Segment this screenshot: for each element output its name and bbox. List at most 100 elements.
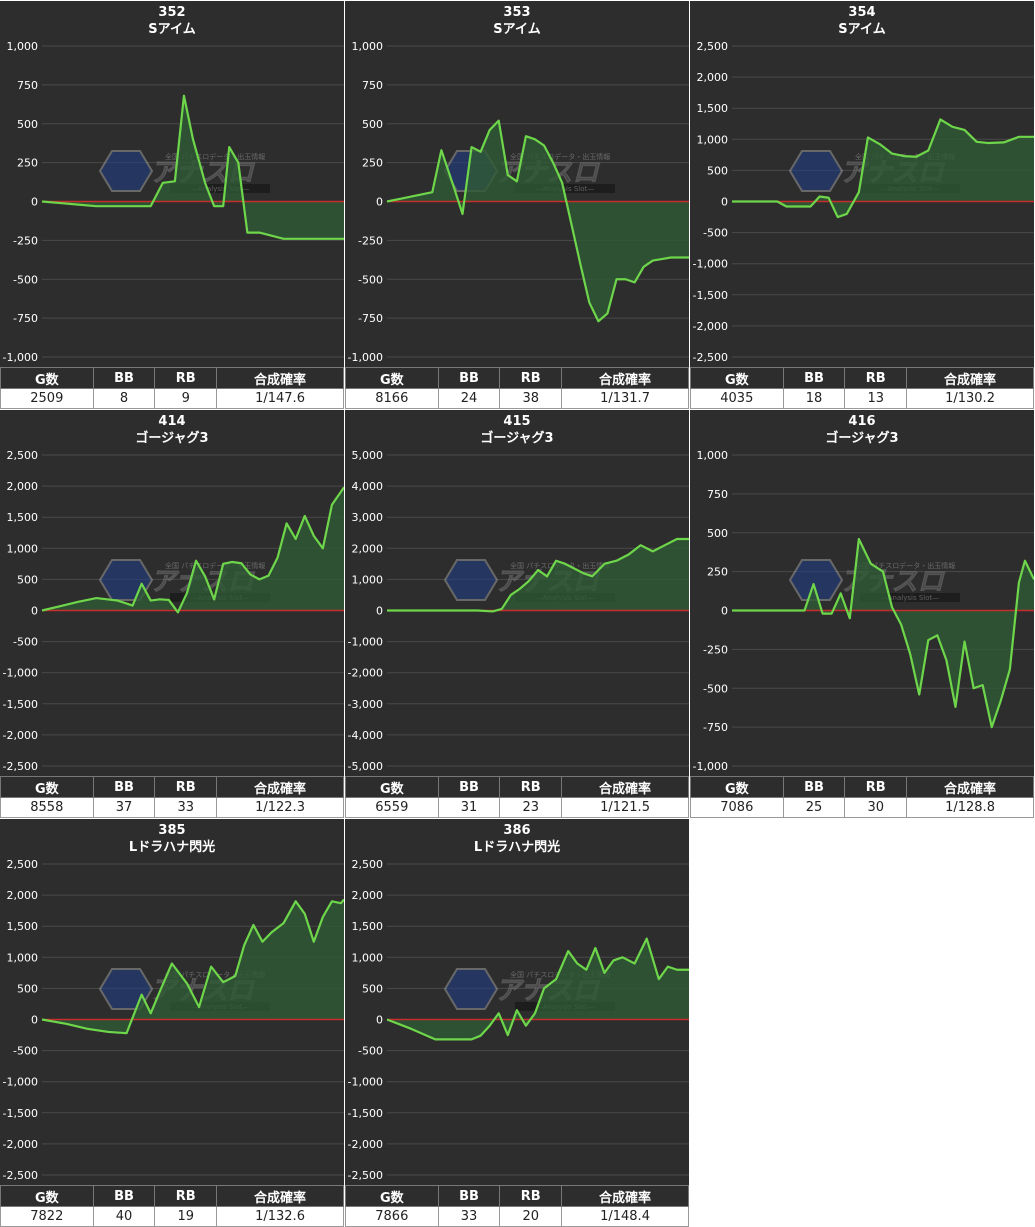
- y-tick-label: 0: [31, 605, 38, 618]
- chart-panel: 353 Sアイム 1,000 750 500 250 0 -250 -500 -750 -1,0…: [345, 1, 689, 367]
- machine-title: ゴージャグ3: [135, 431, 209, 446]
- y-tick-label: 1,000: [352, 573, 384, 586]
- y-tick-label: 4,000: [352, 480, 384, 493]
- stats-value-row: 6559 31 23 1/121.5: [345, 797, 689, 818]
- header-rb: RB: [844, 367, 908, 389]
- y-tick-label: -1,000: [3, 351, 38, 364]
- bb-value: 31: [437, 797, 501, 818]
- logo-hexagon: [788, 559, 844, 601]
- probability-value: 1/147.6: [216, 388, 344, 409]
- stats-value-row: 7866 33 20 1/148.4: [345, 1206, 689, 1227]
- y-tick-label: 750: [707, 488, 728, 501]
- stats-table: G数 BB RB 合成確率 7866 33 20 1/148.4: [345, 1185, 689, 1227]
- series-area: [387, 538, 689, 612]
- header-games: G数: [345, 776, 439, 798]
- stats-header-row: G数 BB RB 合成確率: [345, 367, 689, 389]
- probability-value: 1/132.6: [216, 1206, 344, 1227]
- y-tick-label: -250: [358, 234, 383, 247]
- stats-table: G数 BB RB 合成確率 8558 37 33 1/122.3: [0, 776, 344, 818]
- y-tick-label: 500: [362, 982, 383, 995]
- watermark-sub: —Analysis Slot—: [881, 594, 939, 602]
- y-tick-label: -500: [13, 273, 38, 286]
- machine-number: 354: [848, 5, 876, 20]
- machine-title: ゴージャグ3: [480, 431, 554, 446]
- header-rb: RB: [499, 367, 563, 389]
- header-games: G数: [690, 367, 784, 389]
- header-games: G数: [0, 776, 94, 798]
- bb-value: 18: [782, 388, 846, 409]
- y-tick-label: -750: [703, 721, 728, 734]
- probability-value: 1/121.5: [561, 797, 689, 818]
- header-bb: BB: [437, 367, 501, 389]
- y-tick-label: -2,000: [3, 729, 38, 742]
- games-value: 6559: [345, 797, 439, 818]
- series-line: [732, 537, 1034, 729]
- stats-value-row: 8558 37 33 1/122.3: [0, 797, 344, 818]
- stats-header-row: G数 BB RB 合成確率: [690, 776, 1034, 798]
- series-area: [387, 120, 689, 322]
- y-tick-label: 500: [17, 118, 38, 131]
- header-probability: 合成確率: [216, 1185, 344, 1207]
- line-chart: 1,0007505002500-250-500-750-1,000アナスロ全国 …: [693, 449, 1034, 773]
- header-rb: RB: [499, 776, 563, 798]
- machine-card: 415 ゴージャグ3 5,000 4,000 3,000 2,000 1,000 0 -1,…: [345, 410, 689, 818]
- y-tick-label: -2,000: [348, 1138, 383, 1151]
- y-tick-label: 2,000: [697, 71, 729, 84]
- games-value: 7822: [0, 1206, 94, 1227]
- watermark-tag: 全国 パチスロデータ・出玉情報: [510, 152, 610, 161]
- y-tick-label: 250: [362, 157, 383, 170]
- y-tick-label: -1,000: [348, 636, 383, 649]
- header-bb: BB: [92, 367, 156, 389]
- series-line: [41, 94, 344, 240]
- stats-header-row: G数 BB RB 合成確率: [345, 1185, 689, 1207]
- machine-number: 353: [503, 5, 531, 20]
- y-tick-label: 750: [17, 79, 38, 92]
- watermark-tag: 全国 パチスロデータ・出玉情報: [855, 561, 955, 570]
- games-value: 4035: [690, 388, 784, 409]
- logo-hexagon: [443, 559, 499, 601]
- y-tick-label: -750: [358, 312, 383, 325]
- chart-panel: 414 ゴージャグ3 2,500 2,000 1,500 1,000 500 0 -500 -…: [0, 410, 344, 776]
- machine-number: 416: [848, 414, 876, 429]
- y-tick-label: 3,000: [352, 511, 384, 524]
- y-tick-label: -2,500: [693, 351, 728, 364]
- chart-panel: 416 ゴージャグ3 1,000 750 500 250 0 -250 -500 -750 -1…: [690, 410, 1034, 776]
- chart-panel: 415 ゴージャグ3 5,000 4,000 3,000 2,000 1,000 0 -1,…: [345, 410, 689, 776]
- line-chart: 2,500 2,000 1,500 1,000 500 0 -500 -1,000 -1,500…: [3, 858, 344, 1182]
- bb-value: 25: [782, 797, 846, 818]
- games-value: 8558: [0, 797, 94, 818]
- y-tick-label: 0: [376, 196, 383, 209]
- y-tick-label: 1,500: [697, 102, 729, 115]
- logo-hexagon: [443, 968, 499, 1010]
- y-tick-label: -500: [358, 1045, 383, 1058]
- series-area: [387, 938, 689, 1040]
- y-tick-label: -500: [358, 273, 383, 286]
- y-tick-label: -2,000: [693, 320, 728, 333]
- y-tick-label: -1,000: [348, 1076, 383, 1089]
- y-tick-label: -1,000: [348, 351, 383, 364]
- header-probability: 合成確率: [216, 776, 344, 798]
- logo-hexagon: [788, 150, 844, 192]
- bb-value: 24: [437, 388, 501, 409]
- rb-value: 33: [154, 797, 218, 818]
- line-chart: 1,0007505002500-250-500-750-1,000アナスロ全国 …: [3, 40, 344, 364]
- machine-title: Sアイム: [838, 22, 886, 37]
- machine-card: 386 Lドラハナ閃光 2,500 2,000 1,500 1,000 500 0 -500…: [345, 819, 689, 1227]
- y-tick-label: -1,000: [693, 258, 728, 271]
- bb-value: 33: [437, 1206, 501, 1227]
- stats-value-row: 8166 24 38 1/131.7: [345, 388, 689, 409]
- games-value: 7866: [345, 1206, 439, 1227]
- y-tick-label: -500: [13, 1045, 38, 1058]
- watermark-band: [860, 593, 960, 602]
- y-tick-label: 0: [376, 1014, 383, 1027]
- y-tick-label: -1,000: [3, 1076, 38, 1089]
- y-tick-label: 500: [707, 527, 728, 540]
- y-tick-label: 5,000: [352, 449, 384, 462]
- y-tick-label: -3,000: [348, 698, 383, 711]
- header-games: G数: [0, 1185, 94, 1207]
- stats-value-row: 4035 18 13 1/130.2: [690, 388, 1034, 409]
- machine-card: 354 Sアイム 2,500 2,000 1,500 1,000 500 0 -500 -1,…: [690, 1, 1034, 409]
- y-tick-label: -2,500: [348, 1169, 383, 1182]
- y-tick-label: 500: [17, 573, 38, 586]
- y-tick-label: 1,500: [7, 920, 39, 933]
